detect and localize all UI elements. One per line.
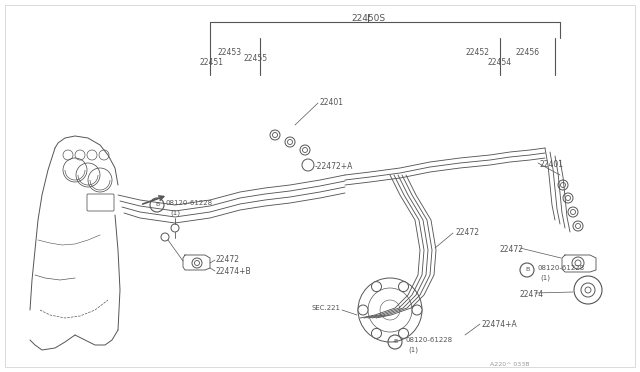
Text: B: B (393, 339, 397, 344)
Text: 22472: 22472 (455, 228, 479, 237)
Text: B: B (155, 202, 159, 207)
Circle shape (412, 305, 422, 315)
Text: 22455: 22455 (243, 54, 267, 63)
Text: 22452: 22452 (466, 48, 490, 57)
Text: A220^ 033B: A220^ 033B (490, 362, 529, 367)
Text: 22474: 22474 (520, 290, 544, 299)
Text: 22450S: 22450S (351, 14, 385, 23)
Text: 08120-61228: 08120-61228 (405, 337, 452, 343)
Text: (1): (1) (170, 210, 180, 216)
Text: 08120-61228: 08120-61228 (166, 200, 213, 206)
Text: B: B (525, 267, 529, 272)
Text: (1): (1) (540, 275, 550, 281)
Text: 22472: 22472 (500, 245, 524, 254)
Text: SEC.221: SEC.221 (311, 305, 340, 311)
Circle shape (371, 282, 381, 292)
Text: 08120-61228: 08120-61228 (537, 265, 584, 271)
Text: 22451: 22451 (200, 58, 224, 67)
Text: 22453: 22453 (218, 48, 242, 57)
Text: 22401: 22401 (540, 160, 564, 169)
Circle shape (399, 328, 408, 339)
Text: 22456: 22456 (515, 48, 539, 57)
Text: 22454: 22454 (488, 58, 512, 67)
Text: 22401: 22401 (320, 98, 344, 107)
Circle shape (358, 305, 368, 315)
Text: 22472: 22472 (215, 255, 239, 264)
Text: (1): (1) (408, 347, 418, 353)
Circle shape (371, 328, 381, 339)
Circle shape (399, 282, 408, 292)
Text: 22474+A: 22474+A (482, 320, 518, 329)
Text: 22474+B: 22474+B (215, 267, 251, 276)
Text: -22472+A: -22472+A (315, 162, 353, 171)
